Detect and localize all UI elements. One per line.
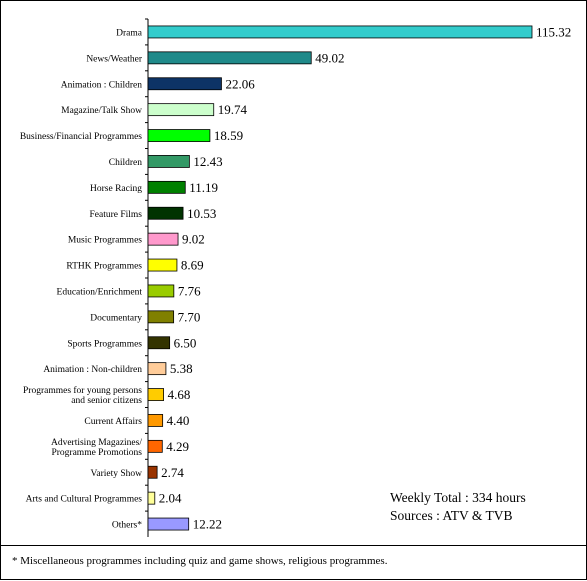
value-label: 12.22 — [193, 517, 222, 532]
bar — [147, 388, 164, 401]
value-label: 22.06 — [225, 76, 255, 91]
bar — [147, 258, 178, 272]
category-label: Animation : Non-children — [43, 365, 142, 375]
category-label: Music Programmes — [68, 236, 142, 246]
bar — [147, 180, 186, 194]
bar — [147, 362, 167, 376]
bar — [147, 232, 179, 246]
footnote: * Miscellaneous programmes including qui… — [12, 555, 388, 567]
bar — [147, 77, 222, 91]
category-label: Others* — [112, 521, 142, 531]
value-label: 6.50 — [174, 335, 197, 350]
chart-info: Weekly Total : 334 hours Sources : ATV &… — [390, 489, 526, 525]
bar — [147, 206, 184, 220]
category-label: Variety Show — [91, 469, 143, 479]
value-label: 7.70 — [178, 309, 201, 324]
bar — [147, 310, 175, 324]
category-label: Documentary — [90, 313, 142, 323]
category-label: Programmes for young persons and senior c… — [23, 385, 142, 406]
bar — [147, 414, 164, 427]
category-label: Drama — [116, 28, 143, 38]
category-label: News/Weather — [86, 54, 143, 64]
value-label: 49.02 — [315, 50, 344, 65]
category-label: Arts and Cultural Programmes — [26, 495, 143, 505]
bar — [147, 439, 163, 453]
value-label: 11.19 — [189, 180, 218, 195]
value-label: 4.29 — [166, 439, 189, 454]
category-label: Current Affairs — [84, 416, 142, 427]
category-label: Magazine/Talk Show — [61, 106, 142, 116]
category-label: Feature Films — [89, 210, 142, 220]
value-label: 19.74 — [218, 102, 248, 117]
value-label: 8.69 — [181, 258, 204, 273]
bar — [147, 129, 211, 142]
value-label: 18.59 — [214, 128, 243, 143]
category-label: Children — [109, 158, 142, 168]
value-label: 4.68 — [168, 387, 191, 402]
value-label: 5.38 — [170, 361, 193, 376]
value-label: 115.32 — [536, 24, 571, 39]
bar — [147, 517, 190, 531]
bar — [147, 336, 171, 350]
bar — [147, 284, 175, 298]
value-label: 9.02 — [182, 232, 205, 247]
bar-chart: 115.32 Drama 49.02 News/Weather 22.06 Animati… — [20, 18, 571, 537]
category-label: Business/Financial Programmes — [20, 132, 142, 142]
value-label: 7.76 — [178, 283, 201, 298]
category-label: Horse Racing — [90, 184, 142, 194]
category-label: Advertising Magazines/Programme Promotio… — [51, 438, 142, 458]
value-label: 12.43 — [193, 154, 222, 169]
sources: Sources : ATV & TVB — [390, 508, 513, 523]
bar — [147, 491, 156, 505]
chart-frame: 115.32 Drama 49.02 News/Weather 22.06 Animati… — [0, 0, 587, 546]
category-label: Sports Programmes — [67, 339, 142, 349]
value-label: 2.74 — [161, 465, 184, 480]
bar — [147, 155, 190, 168]
bar — [147, 103, 215, 117]
category-label: Animation : Children — [61, 80, 143, 90]
value-label: 2.04 — [159, 491, 182, 506]
footnote-box: * Miscellaneous programmes including qui… — [0, 545, 587, 580]
weekly-total: Weekly Total : 334 hours — [390, 490, 526, 505]
value-label: 10.53 — [187, 206, 216, 221]
value-label: 4.40 — [167, 413, 190, 428]
bar — [147, 25, 533, 39]
bar — [147, 465, 158, 479]
category-label: Education/Enrichment — [57, 287, 143, 297]
bar — [147, 51, 312, 65]
category-label: RTHK Programmes — [66, 262, 142, 272]
